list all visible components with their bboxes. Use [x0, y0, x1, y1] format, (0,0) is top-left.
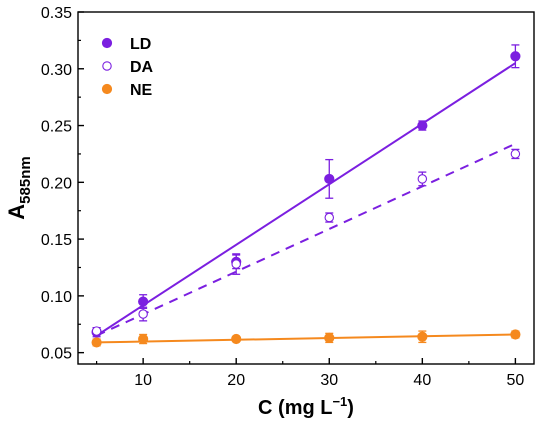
data-point-da: [510, 149, 521, 159]
data-point-ne: [510, 329, 521, 340]
data-point-da: [138, 309, 148, 319]
data-point-ld: [138, 296, 149, 307]
y-tick-label: 0.35: [41, 5, 72, 22]
x-tick-label: 20: [227, 372, 245, 389]
error-bars: [92, 44, 520, 347]
data-point-ne: [138, 333, 149, 345]
data-points: [91, 51, 521, 348]
y-tick-label: 0.05: [41, 346, 72, 363]
x-tick-label: 50: [506, 372, 524, 389]
data-point-da: [91, 326, 102, 336]
y-axis-title-sub: 585nm: [17, 156, 34, 204]
data-point-ne: [231, 333, 242, 345]
legend: LD DA NE: [101, 36, 154, 99]
x-tick-label: 40: [413, 372, 431, 389]
fit-line-ld: [96, 62, 516, 337]
x-tick-label: 30: [320, 372, 338, 389]
y-axis-title: A585nm: [4, 156, 34, 219]
axis-ticks: 10 20 30 40 50 0.05 0.10 0.15 0.20 0.25 0.30 0.35: [41, 5, 525, 389]
data-point-ld: [510, 51, 521, 62]
legend-marker-da: [102, 61, 112, 71]
fit-line-da: [96, 142, 516, 337]
x-axis-title: C (mg L−1): [258, 394, 354, 419]
plot-frame: [77, 11, 535, 365]
y-axis-title-main: A: [4, 204, 29, 220]
y-tick-label: 0.15: [41, 232, 72, 249]
data-point-da: [417, 174, 428, 184]
y-tick-label: 0.30: [41, 62, 72, 79]
legend-marker-ne: [101, 83, 113, 95]
y-tick-label: 0.20: [41, 175, 72, 192]
x-axis-title-main: C (mg L: [258, 397, 332, 419]
data-point-ne: [324, 332, 335, 343]
legend-marker-ld: [101, 37, 113, 49]
data-point-ne: [91, 337, 102, 348]
data-point-da: [324, 212, 335, 223]
legend-label-ne: NE: [130, 82, 153, 99]
data-point-da: [231, 259, 241, 269]
fit-line-ne: [96, 333, 516, 344]
y-tick-label: 0.10: [41, 289, 72, 306]
legend-label-da: DA: [130, 59, 154, 76]
y-tick-label: 0.25: [41, 119, 72, 136]
legend-label-ld: LD: [130, 36, 151, 53]
x-axis-title-sup: −1: [332, 394, 347, 409]
data-point-ld: [417, 120, 428, 131]
fit-lines: [96, 62, 516, 344]
x-tick-label: 10: [134, 372, 152, 389]
x-axis-title-end: ): [347, 397, 354, 419]
data-point-ld: [324, 173, 335, 185]
data-point-ne: [417, 331, 428, 342]
